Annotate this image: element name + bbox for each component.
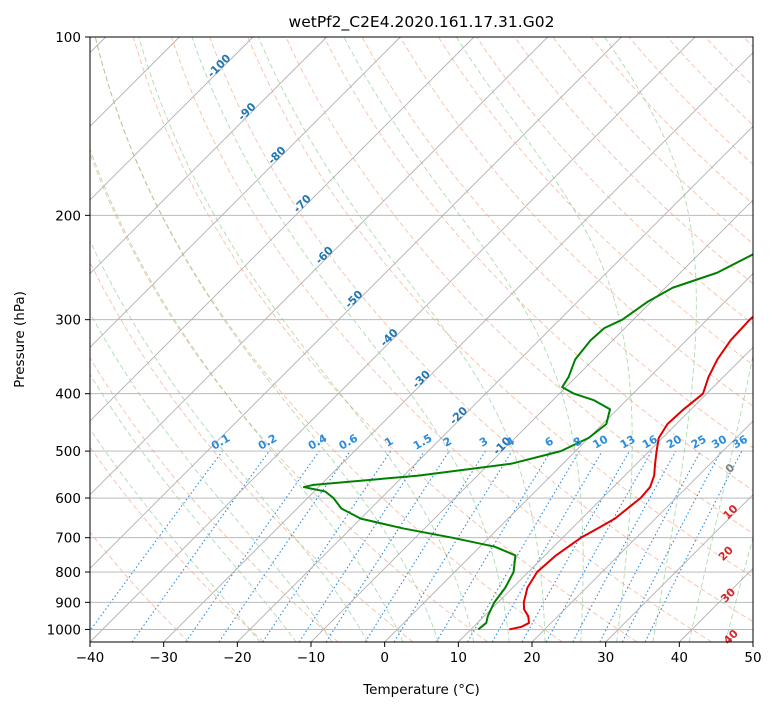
x-tick-label: −40	[76, 650, 105, 666]
dry-adiabat-line	[438, 37, 753, 366]
dry-adiabat-line	[323, 37, 753, 491]
mixing-ratio-line	[185, 450, 320, 642]
y-tick-label: 600	[55, 491, 81, 507]
x-tick-label: 0	[380, 650, 389, 666]
moist-adiabat-line	[688, 353, 753, 642]
dry-adiabat-line	[552, 37, 753, 245]
isotherm-line	[310, 199, 753, 642]
dry-adiabat-line	[476, 37, 753, 325]
mixing-ratio-line	[644, 450, 743, 642]
mixing-ratio-line	[545, 450, 653, 642]
dewpoint-profile-line	[302, 253, 753, 631]
isotherm-line	[90, 37, 327, 275]
x-tick-label: 20	[523, 650, 540, 666]
isotherm-line	[90, 37, 254, 201]
x-tick-label: 10	[450, 650, 467, 666]
y-tick-label: 200	[55, 208, 81, 224]
plot-area	[90, 37, 753, 642]
x-tick-label: −10	[297, 650, 326, 666]
isotherm-line	[90, 37, 548, 496]
dry-adiabat-line	[90, 356, 339, 642]
axes: −40 −30 −20 −10 0 10 20 30 40 50 100 200 300 400 500 60…	[47, 30, 762, 666]
isotherm-line	[531, 420, 753, 642]
x-tick-label: −20	[223, 650, 252, 666]
moist-adiabat-line	[191, 37, 510, 642]
isotherm-line	[605, 494, 753, 642]
moist-adiabat-line	[90, 373, 297, 642]
y-tick-label: 1000	[47, 622, 81, 638]
y-tick-label: 800	[55, 565, 81, 581]
dry-adiabat-line	[247, 37, 753, 578]
dry-adiabat-line	[285, 37, 753, 534]
x-tick-label: 40	[671, 650, 688, 666]
x-tick-label: 50	[744, 650, 761, 666]
y-tick-label: 900	[55, 595, 81, 611]
mixing-ratio-line	[262, 450, 392, 642]
moist-adiabat-line	[138, 37, 475, 642]
isotherms	[90, 37, 753, 642]
x-tick-label: 30	[597, 650, 614, 666]
isotherm-line	[90, 37, 401, 348]
mixing-ratio-line	[90, 450, 223, 632]
pressure-gridlines	[90, 37, 753, 630]
moist-adiabats	[90, 37, 753, 642]
y-tick-label: 100	[55, 30, 81, 46]
moist-adiabat-line	[257, 37, 546, 642]
moist-adiabat-line	[90, 312, 333, 642]
mixing-ratio-line	[131, 450, 270, 642]
dry-adiabat-line	[171, 37, 712, 642]
mixing-ratio-line	[218, 450, 351, 642]
y-tick-label: 300	[55, 313, 81, 329]
y-tick-label: 700	[55, 531, 81, 547]
y-tick-label: 500	[55, 444, 81, 460]
isotherm-line	[163, 52, 753, 642]
moist-adiabat-line	[90, 147, 404, 642]
isotherm-line	[90, 37, 622, 569]
isotherm-line	[90, 37, 696, 642]
moist-adiabat-line	[343, 37, 584, 642]
mixing-ratio-line	[572, 450, 677, 642]
dry-adiabat-line	[132, 37, 638, 642]
dry-adiabat-line	[590, 37, 753, 205]
mixing-ratio-lines	[90, 450, 743, 642]
moist-adiabat-line	[94, 37, 439, 642]
isotherm-line	[237, 125, 753, 642]
isotherm-line	[458, 346, 753, 642]
mixing-ratio-line	[298, 450, 425, 642]
mixing-ratio-line	[325, 450, 450, 642]
plot-clipped-layer	[90, 37, 753, 642]
dry-adiabat-line	[209, 37, 753, 623]
mixing-ratio-line	[521, 450, 630, 642]
dry-adiabat-line	[399, 37, 753, 407]
mixing-ratio-line	[393, 450, 513, 642]
moist-adiabat-line	[90, 428, 261, 642]
moist-adiabat-line	[90, 239, 369, 642]
plot-frame	[89, 36, 754, 643]
x-tick-label: −30	[149, 650, 178, 666]
x-axis-label: Temperature (°C)	[362, 682, 480, 698]
isotherm-line	[384, 273, 753, 642]
chart-title: wetPf2_C2E4.2020.161.17.31.G02	[289, 13, 555, 32]
y-axis-label: Pressure (hPa)	[12, 291, 28, 388]
isotherm-line	[90, 37, 475, 422]
moist-adiabat-line	[725, 535, 753, 642]
temperature-profile-line	[508, 315, 753, 631]
profile-series	[302, 253, 753, 631]
y-tick-label: 400	[55, 387, 81, 403]
moist-adiabat-line	[604, 37, 697, 642]
dry-adiabat-line	[90, 531, 190, 642]
